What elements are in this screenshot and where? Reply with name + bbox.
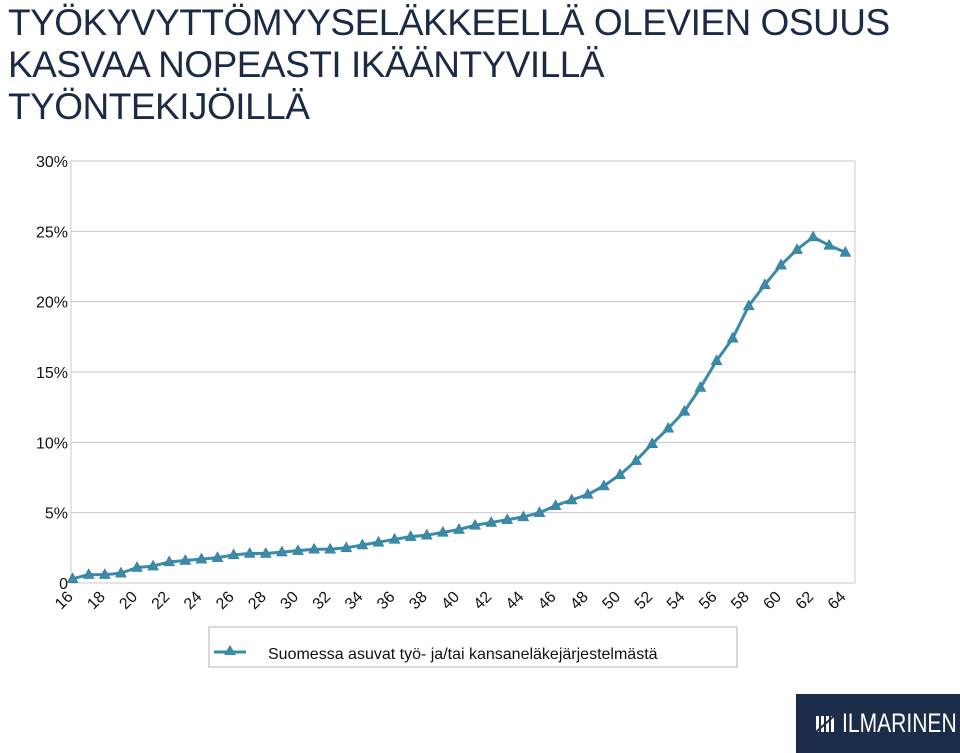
y-axis-ticks: 0 5% 10% 15% 20% 25% 30% xyxy=(36,154,68,593)
data-point-marker xyxy=(823,238,836,250)
title-line-3: TYÖNTEKIJÖILLÄ xyxy=(8,86,310,127)
data-point-marker xyxy=(678,404,691,416)
data-point-marker xyxy=(179,553,192,565)
y-tick-label: 0 xyxy=(59,576,68,593)
data-point-marker xyxy=(726,331,739,343)
x-tick-label: 16 xyxy=(52,588,77,613)
x-tick-label: 60 xyxy=(760,588,785,613)
data-point-marker xyxy=(275,545,288,557)
data-point-marker xyxy=(147,559,160,571)
data-point-marker xyxy=(533,506,546,517)
data-point-marker xyxy=(694,380,707,392)
data-point-marker xyxy=(436,525,449,537)
data-point-marker xyxy=(66,572,79,584)
x-tick-label: 20 xyxy=(117,588,142,613)
data-point-marker xyxy=(356,538,369,550)
data-point-marker xyxy=(82,568,95,579)
data-point-marker xyxy=(630,454,642,465)
data-point-marker xyxy=(227,548,240,560)
x-tick-label: 42 xyxy=(471,588,496,613)
ilmarinen-logo: ILMARINEN xyxy=(796,694,960,753)
x-tick-label: 36 xyxy=(374,588,399,613)
data-point-marker xyxy=(308,542,321,554)
x-tick-label: 18 xyxy=(84,588,109,613)
data-point-marker xyxy=(453,523,465,534)
grid xyxy=(70,160,856,584)
x-tick-label: 54 xyxy=(664,588,689,613)
data-point-marker xyxy=(646,437,659,448)
legend-marker-swatch xyxy=(224,645,236,655)
data-point-marker xyxy=(163,555,176,567)
data-point-marker xyxy=(404,530,417,541)
x-tick-label: 62 xyxy=(793,588,818,613)
legend: Suomessa asuvat työ- ja/tai kansaneläkej… xyxy=(208,626,738,668)
y-tick-label: 30% xyxy=(36,154,68,171)
x-tick-label: 56 xyxy=(696,588,721,613)
data-point-marker xyxy=(710,354,723,365)
data-point-marker xyxy=(807,230,820,242)
data-point-marker xyxy=(292,544,304,555)
data-point-marker xyxy=(131,561,143,572)
x-tick-label: 30 xyxy=(277,588,302,613)
data-point-marker xyxy=(420,528,433,540)
data-point-marker xyxy=(372,535,385,547)
x-tick-label: 32 xyxy=(310,588,335,613)
data-point-marker xyxy=(662,421,675,433)
data-point-marker xyxy=(485,515,498,527)
data-point-marker xyxy=(581,487,594,499)
y-tick-label: 15% xyxy=(36,365,68,382)
data-point-marker xyxy=(742,299,755,311)
ilmarinen-logo-mark xyxy=(816,715,835,733)
y-tick-label: 10% xyxy=(36,435,68,452)
data-point-marker xyxy=(114,566,127,578)
data-point-marker xyxy=(388,532,401,544)
data-point-marker xyxy=(98,568,111,579)
chart-title: TYÖKYVYTTÖMYYSELÄKKEELLÄ OLEVIEN OSUUS K… xyxy=(8,2,948,128)
x-tick-label: 22 xyxy=(149,588,174,613)
x-axis-ticks: 16 18 20 22 24 26 28 30 32 34 36 38 40 42 44 46 48 50 52 54… xyxy=(52,588,849,613)
x-tick-label: 28 xyxy=(245,588,270,613)
data-point-marker xyxy=(243,546,256,558)
x-tick-label: 52 xyxy=(632,588,657,613)
data-point-marker xyxy=(758,278,771,290)
series xyxy=(66,230,852,584)
title-line-2: KASVAA NOPEASTI IKÄÄNTYVILLÄ xyxy=(8,44,605,85)
data-point-marker xyxy=(614,468,626,479)
data-point-marker xyxy=(340,541,353,553)
y-tick-label: 5% xyxy=(45,506,68,523)
legend-label: Suomessa asuvat työ- ja/tai kansaneläkej… xyxy=(268,646,658,663)
x-tick-label: 44 xyxy=(503,588,528,613)
data-point-marker xyxy=(195,552,208,564)
data-point-marker xyxy=(211,551,224,562)
x-tick-label: 46 xyxy=(535,588,560,613)
x-tick-label: 38 xyxy=(406,588,431,613)
data-point-marker xyxy=(549,499,562,510)
data-point-marker xyxy=(839,245,852,257)
y-tick-label: 25% xyxy=(36,224,68,241)
x-tick-label: 50 xyxy=(599,588,624,613)
x-tick-label: 24 xyxy=(181,588,206,613)
data-point-marker xyxy=(565,493,578,505)
x-tick-label: 64 xyxy=(825,588,850,613)
data-point-marker xyxy=(597,479,610,491)
x-tick-label: 26 xyxy=(213,588,238,613)
x-tick-label: 58 xyxy=(728,588,753,613)
data-point-marker xyxy=(259,546,272,558)
y-tick-label: 20% xyxy=(36,295,68,312)
x-tick-label: 34 xyxy=(342,588,367,613)
data-point-marker xyxy=(791,243,803,254)
data-point-marker xyxy=(324,542,337,554)
logo-text: ILMARINEN xyxy=(842,708,957,738)
data-point-marker xyxy=(775,258,787,270)
x-tick-label: 48 xyxy=(567,588,592,613)
data-point-marker xyxy=(469,518,481,530)
data-point-marker xyxy=(501,513,514,524)
data-point-marker xyxy=(517,510,530,522)
legend-box xyxy=(208,626,738,668)
x-tick-label: 40 xyxy=(438,588,463,613)
title-line-1: TYÖKYVYTTÖMYYSELÄKKEELLÄ OLEVIEN OSUUS xyxy=(8,2,890,43)
